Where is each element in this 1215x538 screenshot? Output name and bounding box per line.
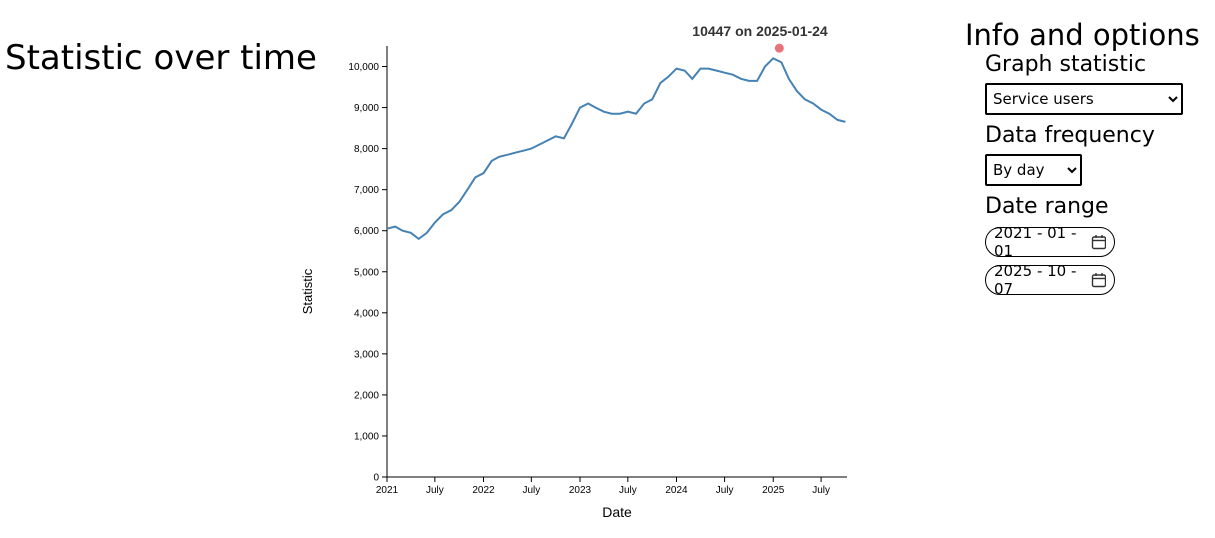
start-date: 2021 - 01 - 01 [994, 224, 1077, 260]
x-tick-label: July [716, 485, 734, 496]
statistic-label: Graph statistic [985, 52, 1147, 77]
y-tick-label: 3,000 [354, 349, 379, 360]
x-tick-label: 2023 [569, 485, 592, 496]
y-tick-label: 6,000 [354, 226, 379, 237]
options-panel: Info and options Graph statistic Service… [965, 18, 1200, 298]
frequency-label: Data frequency [985, 123, 1155, 148]
end-date: 2025 - 10 - 07 [994, 262, 1077, 298]
x-tick-label: July [812, 485, 830, 496]
end-date-input[interactable]: 2025 - 10 - 07 [985, 262, 1115, 298]
panel-heading: Info and options [965, 18, 1200, 52]
x-tick-label: July [426, 485, 444, 496]
x-axis-label: Date [602, 504, 632, 520]
y-tick-label: 0 [373, 473, 379, 484]
x-tick-label: 2024 [665, 485, 688, 496]
statistic-select[interactable]: Service users [985, 83, 1183, 115]
x-tick-label: 2021 [376, 485, 399, 496]
start-date-input[interactable]: 2021 - 01 - 01 [985, 224, 1115, 260]
x-tick-label: 2025 [762, 485, 785, 496]
y-tick-label: 7,000 [354, 185, 379, 196]
frequency-select[interactable]: By day [985, 154, 1082, 186]
page-title: Statistic over time [5, 38, 317, 78]
y-tick-label: 8,000 [354, 144, 379, 155]
x-tick-label: 2022 [472, 485, 495, 496]
peak-marker [774, 43, 784, 53]
y-tick-label: 9,000 [354, 103, 379, 114]
y-axis-label: Statistic [300, 268, 315, 314]
range-label: Date range [985, 194, 1109, 219]
y-tick-label: 5,000 [354, 267, 379, 278]
y-tick-label: 2,000 [354, 390, 379, 401]
y-tick-label: 10,000 [348, 62, 379, 73]
x-tick-label: July [522, 485, 540, 496]
y-tick-label: 1,000 [354, 431, 379, 442]
data-line [386, 57, 846, 241]
calendar-icon[interactable] [1091, 272, 1106, 288]
peak-label: 10447 on 2025-01-24 [692, 23, 828, 39]
x-tick-label: July [619, 485, 637, 496]
calendar-icon[interactable] [1091, 234, 1106, 250]
y-tick-label: 4,000 [354, 308, 379, 319]
